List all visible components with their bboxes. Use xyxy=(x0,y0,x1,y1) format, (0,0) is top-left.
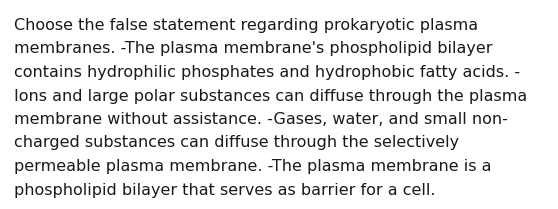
Text: Choose the false statement regarding prokaryotic plasma: Choose the false statement regarding pro… xyxy=(14,18,478,33)
Text: phospholipid bilayer that serves as barrier for a cell.: phospholipid bilayer that serves as barr… xyxy=(14,182,435,198)
Text: membranes. -The plasma membrane's phospholipid bilayer: membranes. -The plasma membrane's phosph… xyxy=(14,42,493,56)
Text: permeable plasma membrane. -The plasma membrane is a: permeable plasma membrane. -The plasma m… xyxy=(14,159,492,174)
Text: charged substances can diffuse through the selectively: charged substances can diffuse through t… xyxy=(14,135,459,150)
Text: membrane without assistance. -Gases, water, and small non-: membrane without assistance. -Gases, wat… xyxy=(14,112,508,127)
Text: Ions and large polar substances can diffuse through the plasma: Ions and large polar substances can diff… xyxy=(14,88,527,103)
Text: contains hydrophilic phosphates and hydrophobic fatty acids. -: contains hydrophilic phosphates and hydr… xyxy=(14,65,520,80)
